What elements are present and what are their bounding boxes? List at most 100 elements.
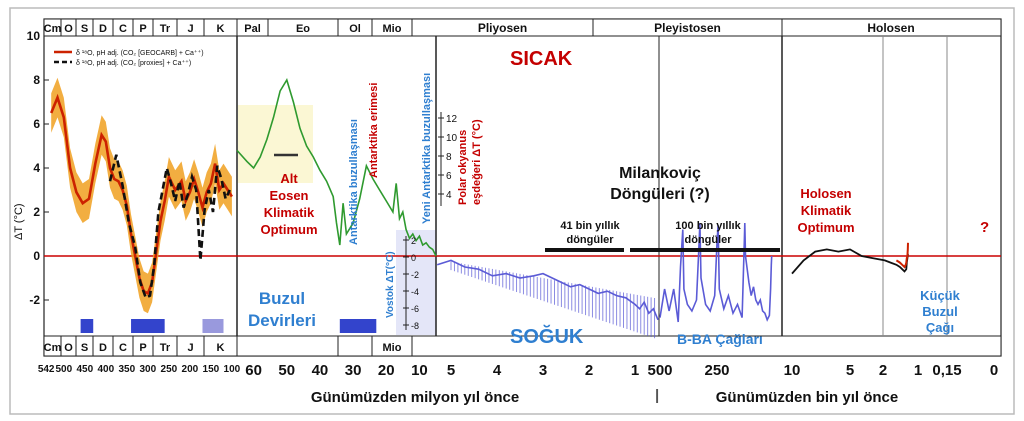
period-label-o: O [64,342,73,354]
period-label-p: P [139,342,146,354]
period-label-c: C [119,23,127,35]
period-label-c: C [119,342,127,354]
x-ticks: 542 500 450 400 350 300 250 200 150 100 60 50 40 30 20… [38,362,998,379]
x-tick-label: 0 [990,362,998,379]
period-label-pal: Pal [244,23,261,35]
polar-tick-label: 6 [446,171,452,182]
panel2-optimum-shade [238,105,313,183]
x-tick-label: 500 [55,364,72,375]
x-tick-label: 350 [118,364,135,375]
holocene-optimum-line3: Optimum [797,220,854,235]
x-tick-label: 150 [203,364,220,375]
series-line-proxies [108,154,231,300]
x-tick-label: 10 [411,362,428,379]
series-line-recent [895,242,909,269]
period-label-ol: Ol [349,23,361,35]
period-cell [203,335,238,357]
x-axis-label-left: Günümüzden milyon yıl önce [311,389,519,406]
panel-separators [236,36,948,336]
new-antarctic-glaciation-label: Yeni Antarktika buzullaşması [421,73,433,224]
series-line-pleistocene [659,222,773,323]
vostok-tick-label: -8 [411,321,419,331]
polar-axis-label1: Polar okyanus [457,130,469,205]
cycles-100k-line1: 100 bin yıllık [675,220,741,232]
period-header-bottom: Cm O S D C P Tr J K Mio [43,335,1002,357]
period-label-tr: Tr [160,23,171,35]
x-tick-label: 450 [76,364,93,375]
x-tick-label: 5 [447,362,455,379]
y-tick-label: 10 [27,29,41,43]
x-tick-label: 2 [585,362,593,379]
period-label-holosen: Holosen [867,21,914,35]
vostok-tick-label: -6 [411,304,419,314]
legend-label-red: δ ¹⁸O, pH adj. (CO₂ [GEOCARB] + Ca⁺⁺) [76,49,204,57]
question-mark: ? [980,219,989,236]
glaciation-block [80,319,94,333]
x-tick-label: 50 [278,362,295,379]
y-tick-label: 2 [33,205,40,219]
cycles-41k-line2: döngüler [566,234,614,246]
polar-tick-label: 12 [446,114,458,125]
polar-axis-label2: eşdeğeri ΔT (°C) [471,119,483,205]
period-label-tr: Tr [160,342,171,354]
x-tick-label: 542 [38,364,55,375]
glacial-periods-line1: Buzul [259,289,305,308]
antarctic-glaciation-label: Antarktika buzullaşması [348,119,360,245]
glaciation-block [202,319,224,333]
y-tick-label: -2 [29,293,40,307]
sicak-label: SICAK [510,48,573,70]
period-cell [781,18,1002,37]
period-label-s: S [81,23,88,35]
antarctic-melting-label: Antarktika erimesi [368,83,380,178]
x-axis-label-right: Günümüzden bin yıl önce [716,389,899,406]
holocene-optimum-line1: Holosen [800,186,851,201]
period-label-pleyistosen: Pleyistosen [654,21,721,35]
holocene-optimum-line2: Klimatik [801,203,852,218]
period-cell [371,335,413,357]
x-tick-label: 2 [879,362,887,379]
x-tick-label: 10 [784,362,801,379]
period-label-p: P [139,23,146,35]
milankovic-line1: Milankoviç [619,165,701,182]
period-label-mio: Mio [383,23,402,35]
polar-axis: 12 10 8 6 4 [438,112,458,206]
y-tick-label: 6 [33,117,40,131]
x-tick-label: 300 [140,364,157,375]
polar-tick-label: 8 [446,152,452,163]
vostok-tick-label: -4 [411,287,419,297]
y-tick-label: 0 [33,249,40,263]
cycles-100k-line2: döngüler [684,234,732,246]
glacial-periods-line2: Devirleri [248,311,316,330]
series-line-cenozoic [236,78,437,257]
y-axis: 10 8 6 4 2 0 -2 [27,29,49,307]
eocene-optimum-line4: Optimum [260,222,317,237]
period-label-cm: Cm [44,342,62,354]
period-label-k: K [217,342,225,354]
x-tick-label: 250 [704,362,729,379]
polar-tick-label: 4 [446,190,452,201]
period-label-k: K [217,23,225,35]
x-tick-label: 4 [493,362,502,379]
vostok-axis-label: Vostok ΔT(°C) [385,251,396,318]
eocene-optimum-line3: Klimatik [264,205,315,220]
x-tick-label: 0,15 [932,362,961,379]
glaciation-block [131,319,165,333]
soguk-label: SOĞUK [510,324,584,348]
vostok-tick-label: -2 [411,270,419,280]
x-tick-label: 30 [345,362,362,379]
polar-tick-label: 10 [446,133,458,144]
little-ice-age-line1: Küçük [920,288,961,303]
vostok-axis: 2 0 -2 -4 -6 -8 [403,236,419,331]
series-layer [49,77,909,339]
uncertainty-band [51,77,232,314]
y-tick-label: 4 [33,161,40,175]
x-tick-label: 1 [631,362,639,379]
period-label-mio: Mio [383,342,402,354]
milankovic-line2: Döngüleri (?) [610,186,710,203]
period-label-d: D [99,342,107,354]
period-label-s: S [81,342,88,354]
period-label-d: D [99,23,107,35]
period-label-j: J [187,342,193,354]
series-line-holocene [791,248,909,275]
